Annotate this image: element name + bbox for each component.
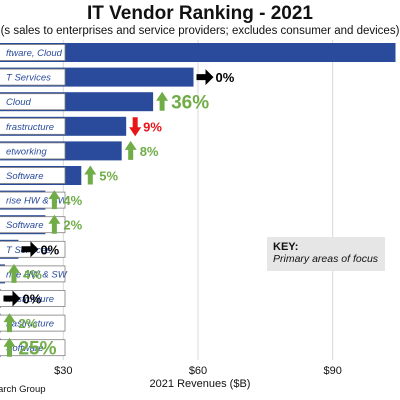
category-label: ftware, Cloud — [6, 48, 63, 59]
growth-label: 4% — [63, 193, 82, 208]
growth-label: 36% — [171, 93, 209, 114]
up-arrow-icon — [3, 313, 16, 333]
up-arrow-icon — [124, 140, 137, 160]
source-note: arch Group — [0, 384, 46, 395]
category-label-box — [0, 339, 66, 357]
growth-label: 0% — [216, 70, 235, 85]
key-box: KEY: Primary areas of focus — [267, 237, 385, 271]
growth-label: 4% — [23, 267, 42, 282]
growth-label: 0% — [22, 292, 41, 307]
category-label: frastructure — [6, 319, 54, 330]
category-label: Cloud — [6, 97, 32, 108]
growth-label: 2% — [63, 218, 82, 233]
up-arrow-icon — [48, 190, 61, 210]
down-arrow-icon — [129, 117, 142, 137]
category-label-box — [0, 117, 66, 135]
category-label-box — [0, 44, 66, 61]
category-label: frastructure — [6, 122, 54, 133]
up-arrow-icon — [3, 337, 16, 357]
flat-arrow-icon — [3, 290, 21, 307]
flat-arrow-icon — [196, 69, 214, 86]
growth-label: 5% — [99, 169, 118, 184]
growth-label: 2% — [18, 316, 37, 331]
x-tick-label: $90 — [323, 365, 341, 377]
growth-label: 9% — [143, 119, 162, 134]
growth-label: 8% — [140, 144, 159, 159]
category-label-box — [0, 68, 66, 86]
category-label: Software — [6, 220, 44, 231]
category-label: rise HW & SW — [6, 196, 68, 207]
category-label-box — [0, 93, 66, 111]
category-label: etworking — [6, 146, 47, 157]
category-label: Software — [6, 171, 44, 182]
category-label-box — [0, 191, 66, 209]
category-label-box — [0, 216, 66, 234]
category-label: rise HW & SW — [6, 269, 68, 280]
category-label: frastructure — [6, 294, 54, 305]
category-label-box — [0, 142, 66, 160]
category-label-box — [0, 167, 66, 184]
up-arrow-icon — [84, 165, 97, 185]
up-arrow-icon — [48, 214, 61, 234]
growth-label: 25% — [18, 339, 56, 360]
growth-label: 0% — [40, 242, 59, 257]
key-heading: KEY: — [273, 241, 299, 253]
category-label: T Services — [6, 73, 51, 84]
chart-subtitle: (s sales to enterprises and service prov… — [0, 25, 400, 37]
up-arrow-icon — [156, 91, 169, 111]
key-text: Primary areas of focus — [273, 253, 379, 265]
x-tick-label: $30 — [54, 365, 72, 377]
bar — [0, 43, 396, 62]
flat-arrow-icon — [21, 241, 39, 258]
up-arrow-icon — [7, 263, 20, 283]
category-label-box — [0, 314, 66, 332]
x-axis-label: 2021 Revenues ($B) — [150, 378, 251, 390]
x-tick-label: $60 — [189, 365, 207, 377]
chart-title: IT Vendor Ranking - 2021 — [87, 3, 313, 24]
category-label: Software — [6, 343, 44, 354]
